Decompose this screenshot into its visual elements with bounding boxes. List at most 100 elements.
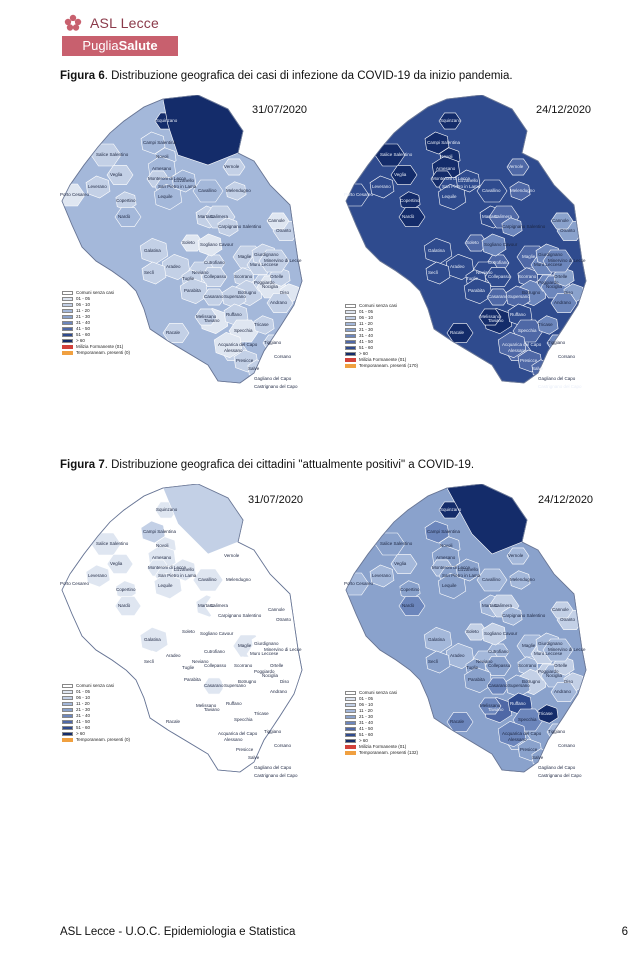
town-label: Veglia bbox=[394, 561, 407, 566]
legend-title: Comuni senza casi bbox=[76, 683, 115, 688]
town-label: Monteroni di Lecce bbox=[432, 176, 471, 181]
municipality-area bbox=[114, 596, 142, 616]
town-label: Campi Salentina bbox=[427, 529, 461, 534]
town-label: Tricase bbox=[538, 711, 553, 716]
legend-fig7-jul: Comuni senza casi 01 - 05 06 - 10 11 - 20 21… bbox=[62, 683, 130, 743]
town-label: Porto Cesareo bbox=[344, 581, 374, 586]
town-label: Aradeo bbox=[450, 264, 465, 269]
legend-swatch bbox=[345, 321, 356, 327]
legend-fig6-dec: Comuni senza casi 01 - 05 06 - 10 11 - 20 21… bbox=[345, 303, 418, 369]
municipality-area bbox=[509, 570, 531, 590]
town-label: Diso bbox=[564, 290, 574, 295]
town-label: Vernole bbox=[224, 553, 240, 558]
town-label: Ortelle bbox=[554, 663, 568, 668]
town-label: Giurdignano bbox=[538, 641, 563, 646]
town-label: Taviano bbox=[488, 318, 504, 323]
legend-swatch bbox=[345, 333, 356, 339]
town-label: Poggiardo bbox=[254, 280, 275, 285]
town-label: Monteroni di Lecce bbox=[432, 565, 471, 570]
town-label: Specchia bbox=[234, 717, 253, 722]
municipality-area bbox=[445, 642, 475, 670]
town-label: Alessano bbox=[508, 348, 527, 353]
legend-swatch bbox=[345, 363, 356, 369]
legend-class-label: 21 - 30 bbox=[76, 707, 91, 712]
municipality-area bbox=[486, 288, 510, 306]
legend-class-label: 41 - 50 bbox=[76, 326, 91, 331]
legend-class-label: 06 - 10 bbox=[76, 302, 91, 307]
municipality-area bbox=[161, 642, 191, 670]
legend-swatch bbox=[62, 332, 73, 338]
town-label: Giurdignano bbox=[254, 641, 279, 646]
town-label: Novoli bbox=[440, 543, 453, 548]
town-label: Calimera bbox=[494, 603, 513, 608]
municipality-area bbox=[162, 323, 190, 343]
town-label: Porto Cesareo bbox=[60, 581, 90, 586]
legend-swatch bbox=[62, 719, 73, 725]
town-label: Lizzanello bbox=[174, 567, 195, 572]
town-label: Novoli bbox=[156, 154, 169, 159]
municipality-area bbox=[390, 554, 418, 574]
town-label: Nociglia bbox=[546, 284, 563, 289]
legend-class-label: > 60 bbox=[359, 738, 368, 743]
municipality-area bbox=[213, 720, 243, 748]
municipality-area bbox=[550, 212, 574, 230]
municipality-area bbox=[550, 682, 578, 702]
town-label: Cavallino bbox=[198, 188, 217, 193]
town-label: Squinzano bbox=[156, 507, 178, 512]
town-label: Squinzano bbox=[440, 118, 462, 123]
town-label: Giurdignano bbox=[538, 252, 563, 257]
town-label: Melissano bbox=[196, 314, 217, 319]
municipality-area bbox=[213, 331, 243, 359]
town-label: Vernole bbox=[508, 553, 524, 558]
town-label: Salice Salentino bbox=[380, 152, 413, 157]
town-label: Andrano bbox=[270, 689, 288, 694]
town-label: Racale bbox=[450, 330, 465, 335]
legend-swatch bbox=[345, 744, 356, 750]
municipality-area bbox=[253, 315, 275, 335]
town-label: Scorrano bbox=[518, 274, 537, 279]
town-label: Tricase bbox=[538, 322, 553, 327]
town-label: Botrugno bbox=[522, 679, 541, 684]
town-label: Casarano bbox=[204, 683, 224, 688]
town-label: Supersano bbox=[508, 683, 530, 688]
legend-class-label: 51 - 60 bbox=[359, 345, 374, 350]
town-label: Melendugno bbox=[226, 577, 251, 582]
legend-swatch bbox=[345, 738, 356, 744]
municipality-area bbox=[222, 158, 246, 176]
legend-title: Comuni senza casi bbox=[76, 290, 115, 295]
town-label: Melendugno bbox=[510, 577, 535, 582]
town-label: Ruffano bbox=[226, 701, 242, 706]
town-label: Galatina bbox=[428, 637, 445, 642]
town-label: Copertino bbox=[400, 587, 420, 592]
map-fig6-dec: Squinzano Campi Salentina Salice Salentino… bbox=[342, 95, 592, 390]
legend-swatch bbox=[345, 351, 356, 357]
municipality-area bbox=[484, 267, 512, 287]
town-label: Neviano bbox=[192, 270, 209, 275]
legend-swatch bbox=[345, 345, 356, 351]
municipality-area bbox=[476, 568, 508, 592]
town-label: Soleto bbox=[466, 629, 479, 634]
town-label: Acquarica del Capo bbox=[502, 731, 542, 736]
municipality-area bbox=[550, 293, 578, 313]
municipality-area bbox=[369, 175, 395, 199]
town-label: Soleto bbox=[466, 240, 479, 245]
town-label: Gagliano del Capo bbox=[254, 765, 292, 770]
town-label: Alessano bbox=[508, 737, 527, 742]
figure-6-caption: Figura 6. Distribuzione geografica dei c… bbox=[60, 70, 513, 82]
municipality-area bbox=[481, 622, 507, 646]
salento-map-svg bbox=[345, 95, 587, 384]
town-label: Aradeo bbox=[450, 653, 465, 658]
town-label: Martano bbox=[198, 214, 215, 219]
town-label: San Pietro in Lama bbox=[442, 573, 481, 578]
town-label: Acquarica del Capo bbox=[502, 342, 542, 347]
legend-swatch bbox=[62, 683, 73, 689]
legend-extra-label: Temporaneam. presenti (132) bbox=[359, 750, 419, 755]
municipality-area bbox=[506, 158, 530, 176]
legend-swatch bbox=[345, 315, 356, 321]
town-label: Supersano bbox=[224, 683, 246, 688]
town-label: Gagliano del Capo bbox=[538, 376, 576, 381]
municipality-area bbox=[194, 308, 218, 326]
municipality-area bbox=[550, 601, 574, 619]
municipality-area bbox=[509, 181, 531, 201]
municipality-area bbox=[398, 596, 426, 616]
